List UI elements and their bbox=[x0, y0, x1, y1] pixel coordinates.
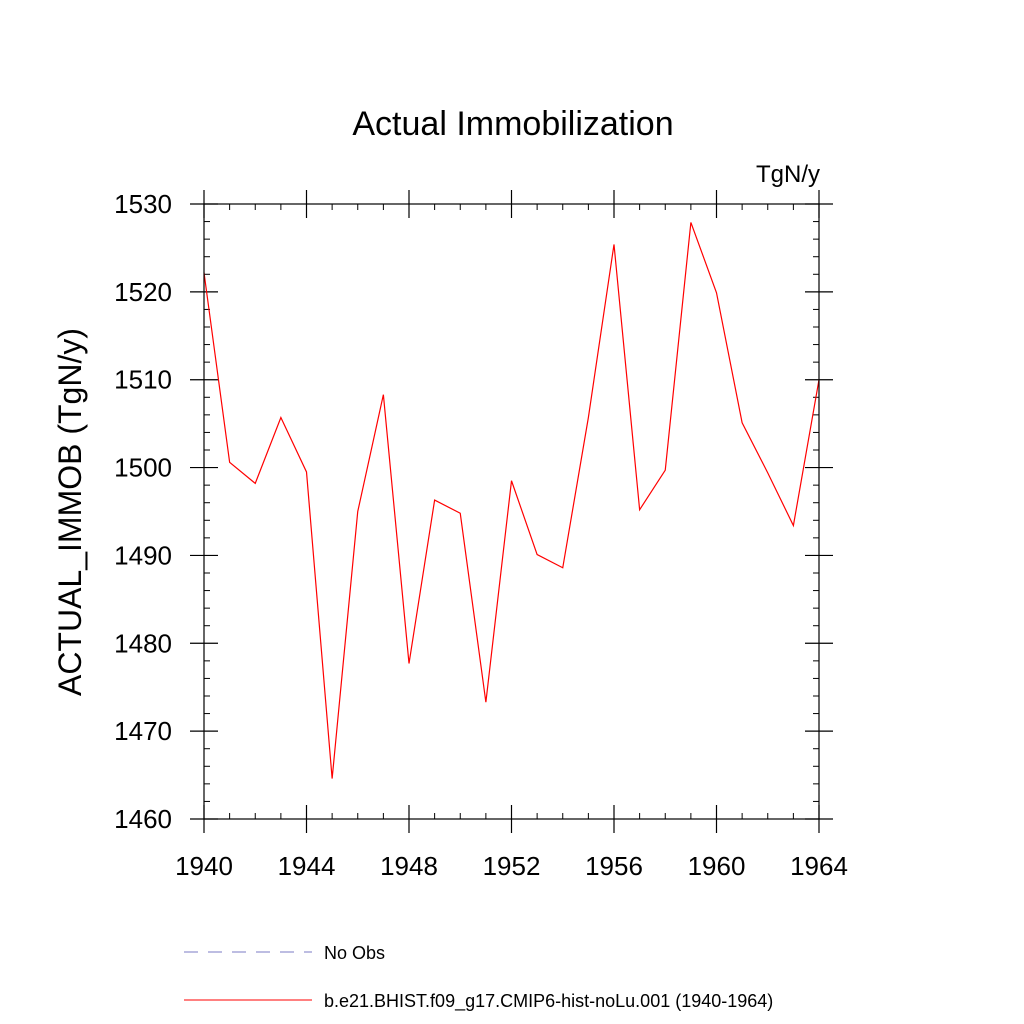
axis-ticks bbox=[190, 190, 833, 833]
tick-labels: 1940 1944 1948 1952 1956 1960 1964 1460 1470 1480… bbox=[114, 189, 848, 881]
y-tick-label: 1460 bbox=[114, 804, 172, 834]
y-tick-label: 1470 bbox=[114, 716, 172, 746]
legend-label: No Obs bbox=[324, 943, 385, 963]
x-tick-label: 1964 bbox=[790, 851, 848, 881]
y-tick-label: 1480 bbox=[114, 628, 172, 658]
x-tick-label: 1960 bbox=[688, 851, 746, 881]
plot-frame bbox=[203, 203, 820, 820]
y-tick-label: 1520 bbox=[114, 277, 172, 307]
legend: No Obs b.e21.BHIST.f09_g17.CMIP6-hist-noL… bbox=[184, 943, 773, 1012]
x-tick-label: 1940 bbox=[175, 851, 233, 881]
x-tick-label: 1956 bbox=[585, 851, 643, 881]
x-tick-label: 1952 bbox=[483, 851, 541, 881]
y-tick-label: 1510 bbox=[114, 365, 172, 395]
x-tick-label: 1948 bbox=[380, 851, 438, 881]
y-axis-label: ACTUAL_IMMOB (TgN/y) bbox=[52, 328, 88, 696]
series-lines bbox=[203, 222, 820, 779]
series-line bbox=[203, 222, 820, 779]
y-tick-label: 1500 bbox=[114, 453, 172, 483]
units-label: TgN/y bbox=[756, 161, 820, 188]
y-tick-label: 1490 bbox=[114, 540, 172, 570]
legend-label: b.e21.BHIST.f09_g17.CMIP6-hist-noLu.001 … bbox=[324, 991, 773, 1012]
chart-title: Actual Immobilization bbox=[352, 105, 673, 143]
x-tick-label: 1944 bbox=[278, 851, 336, 881]
y-tick-label: 1530 bbox=[114, 189, 172, 219]
